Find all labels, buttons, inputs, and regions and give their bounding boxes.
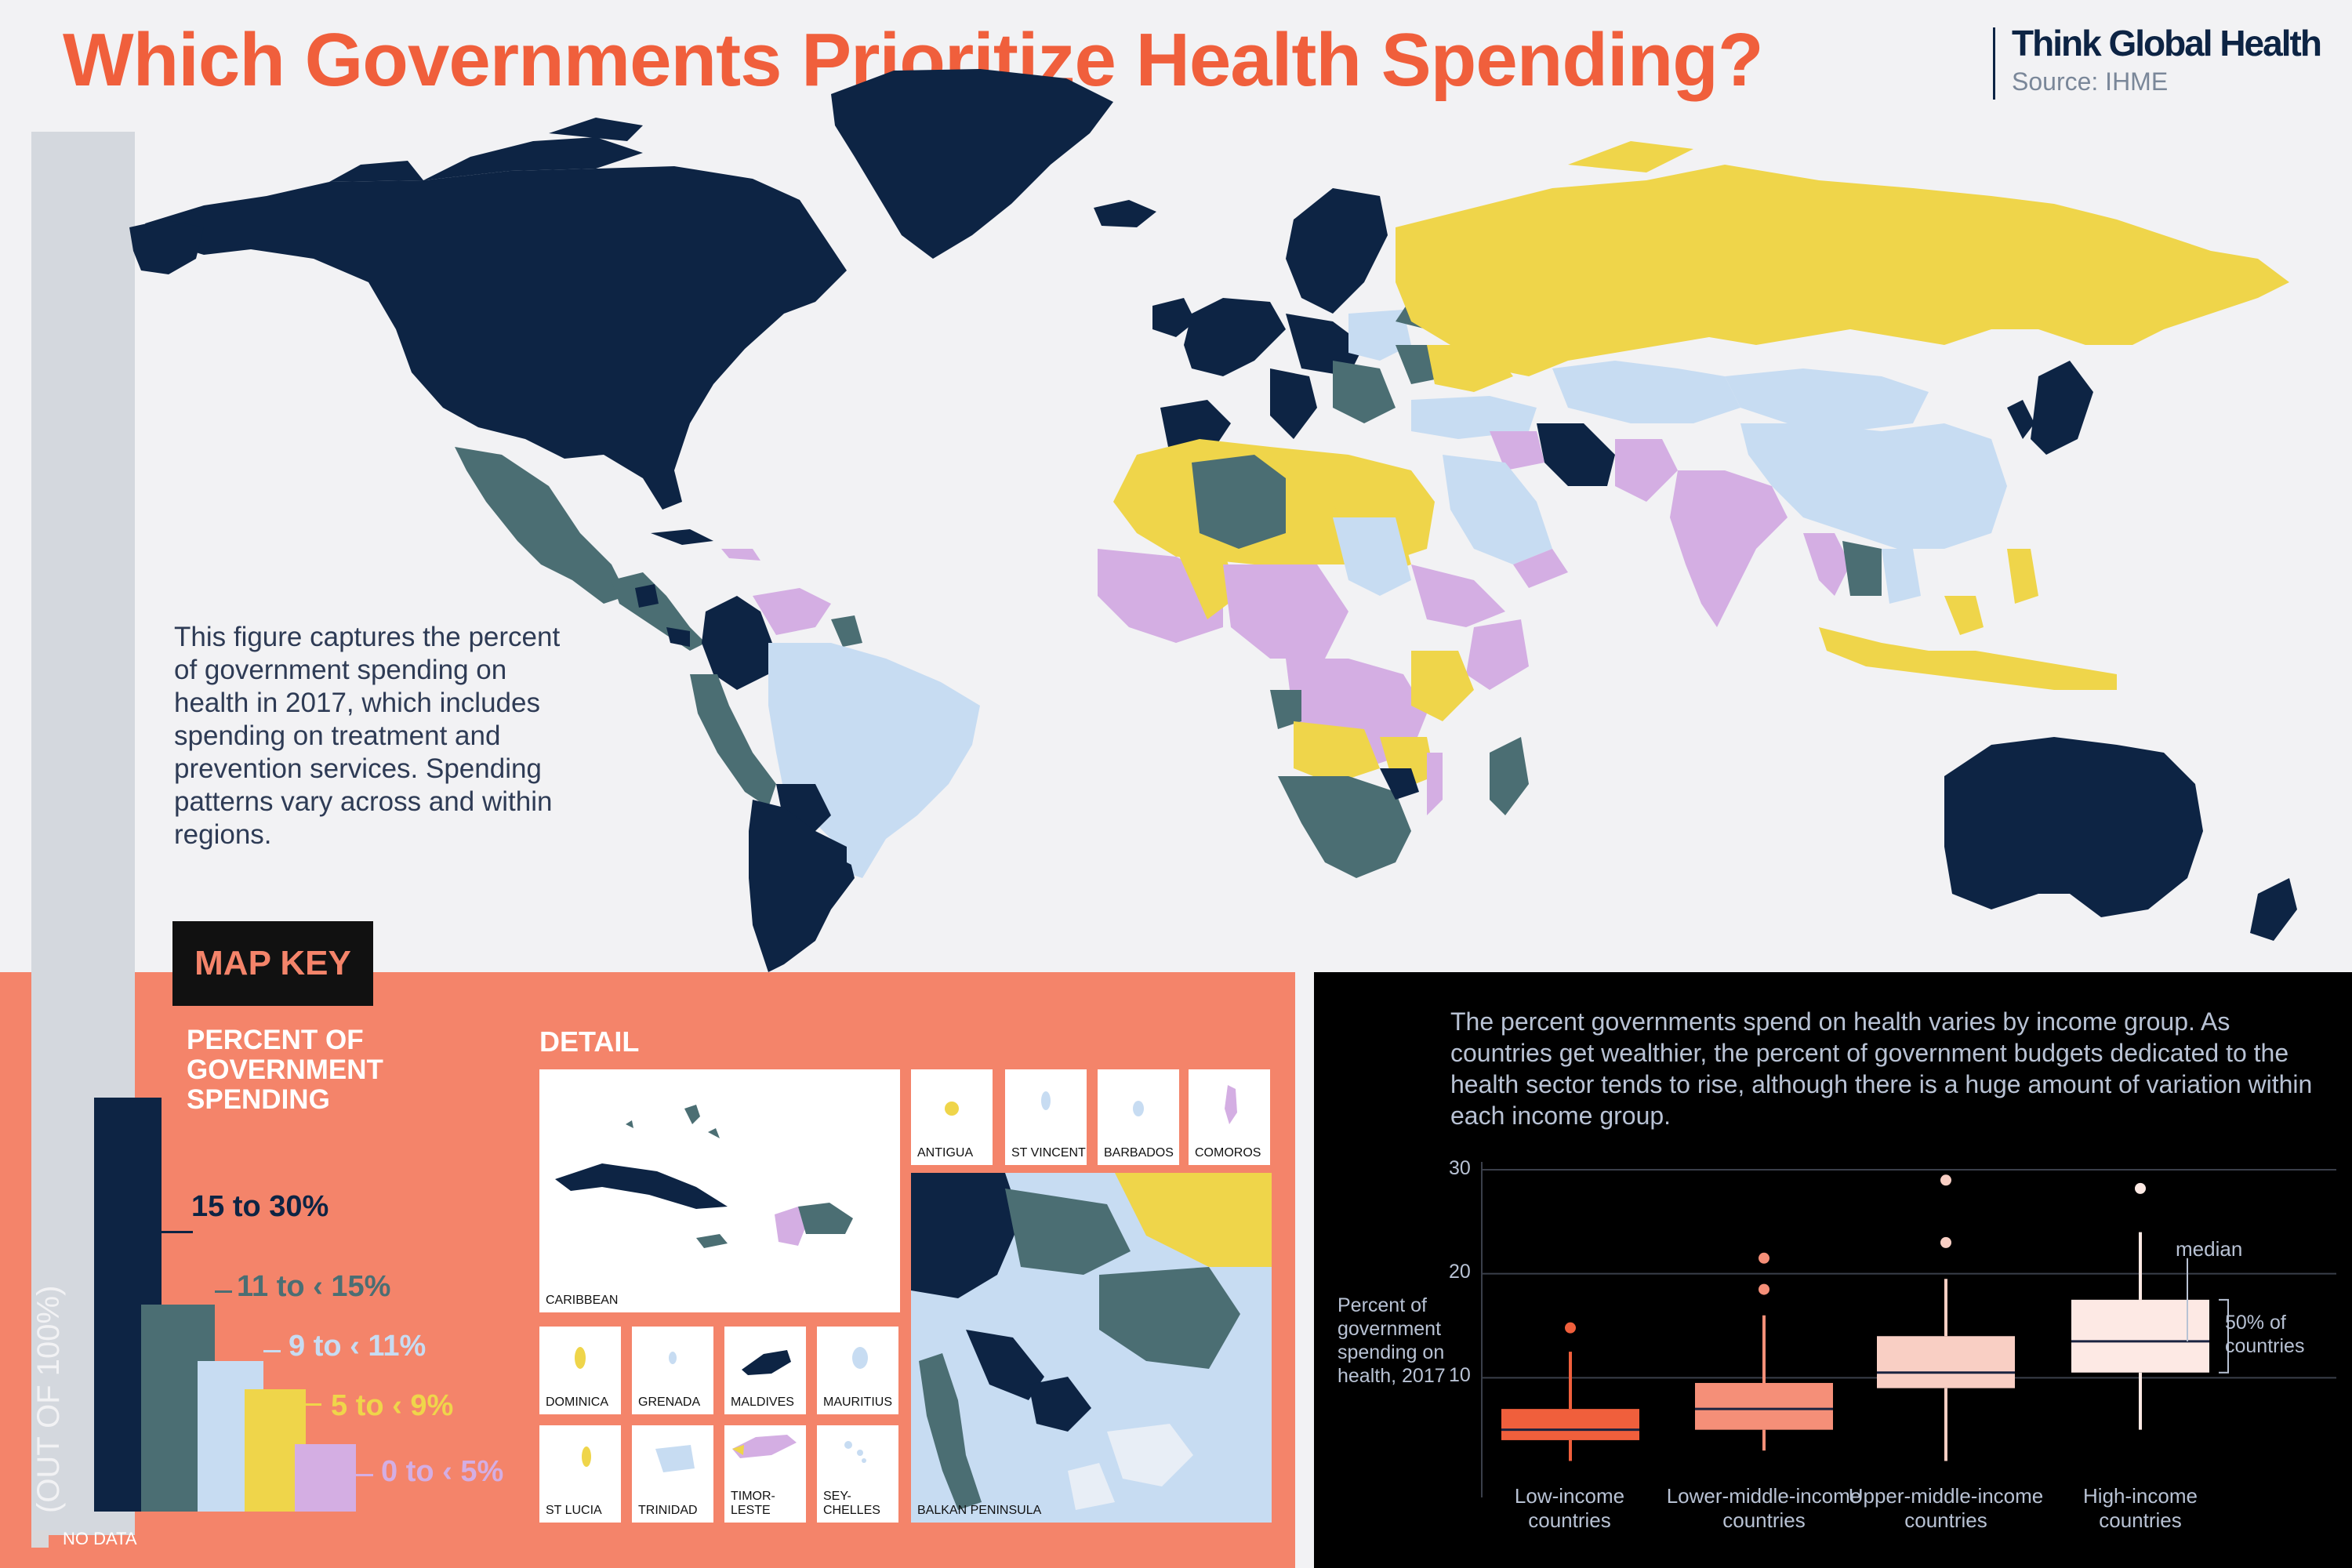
y-tick-10: 10 bbox=[1449, 1364, 1471, 1386]
scale-label: (OUT OF 100%) bbox=[31, 1285, 66, 1513]
category-label-0: Low-income countries bbox=[1514, 1484, 1625, 1532]
legend-label-0-5: 0 to ‹ 5% bbox=[381, 1455, 504, 1488]
inset-caribbean-map bbox=[555, 1105, 853, 1248]
category-label-2: Upper-middle-income countries bbox=[1848, 1484, 2044, 1532]
inset-label-antigua: ANTIGUA bbox=[917, 1146, 974, 1160]
y-tick-30: 30 bbox=[1449, 1157, 1471, 1179]
country-north-america bbox=[145, 166, 847, 510]
inset-barbados: BARBADOS bbox=[1098, 1069, 1179, 1165]
category-label-1: Lower-middle-income countries bbox=[1666, 1484, 1862, 1532]
inset-label-balkan: BALKAN PENINSULA bbox=[917, 1504, 1042, 1517]
legend-connector-9-11 bbox=[263, 1350, 281, 1352]
inset-label-comoros: COMOROS bbox=[1195, 1146, 1261, 1160]
outlier-3-0 bbox=[2135, 1182, 2146, 1194]
outlier-1-1 bbox=[1759, 1252, 1769, 1264]
y-tick-20: 20 bbox=[1449, 1261, 1471, 1283]
inset-comoros: COMOROS bbox=[1189, 1069, 1270, 1165]
inset-balkan: BALKAN PENINSULA bbox=[911, 1173, 1272, 1523]
detail-title: DETAIL bbox=[539, 1025, 640, 1058]
inset-label-st-lucia: ST LUCIA bbox=[546, 1504, 602, 1517]
country-mexico bbox=[455, 447, 627, 604]
brand-divider bbox=[1993, 27, 1995, 100]
country-australia bbox=[1944, 737, 2203, 917]
intro-text: This figure captures the percent of gove… bbox=[174, 622, 561, 850]
inset-label-grenada: GRENADA bbox=[638, 1396, 701, 1409]
chart-y-axis-label: Percent of government spending on health… bbox=[1338, 1294, 1446, 1387]
legend-connector-0-5 bbox=[356, 1474, 373, 1476]
source-credit: Source: IHME bbox=[2012, 67, 2169, 96]
legend-label-5-9: 5 to ‹ 9% bbox=[331, 1389, 454, 1422]
legend-connector-5-9 bbox=[306, 1403, 321, 1406]
inset-balkan-map bbox=[911, 1173, 1272, 1523]
inset-mauritius: MAURITIUS bbox=[817, 1327, 898, 1414]
no-data-swatch bbox=[31, 1530, 49, 1548]
legend-label-9-11: 9 to ‹ 11% bbox=[289, 1330, 426, 1363]
country-colombia bbox=[702, 596, 772, 690]
legend-connector-15-30 bbox=[162, 1231, 193, 1233]
inset-antigua: ANTIGUA bbox=[911, 1069, 993, 1165]
country-argentina bbox=[749, 800, 855, 972]
median-annotation: median bbox=[2176, 1237, 2243, 1261]
outlier-2-1 bbox=[1940, 1174, 1951, 1186]
income-chart-panel bbox=[1314, 972, 2352, 1568]
country-russia bbox=[1396, 165, 2289, 376]
brand-logo: Think Global Health bbox=[2012, 23, 2322, 64]
box-3 bbox=[2071, 1299, 2209, 1373]
outlier-2-0 bbox=[1940, 1236, 1951, 1248]
inset-label-mauritius: MAURITIUS bbox=[823, 1396, 892, 1409]
box-2 bbox=[1877, 1336, 2015, 1388]
inset-label-maldives: MALDIVES bbox=[731, 1396, 794, 1409]
inset-label-seychelles: SEY-CHELLES bbox=[823, 1490, 880, 1517]
country-china bbox=[1740, 423, 2007, 549]
inset-label-barbados: BARBADOS bbox=[1104, 1146, 1174, 1160]
map-key-title: MAP KEY bbox=[172, 921, 373, 1006]
iqr-bracket bbox=[2219, 1298, 2229, 1374]
inset-label-caribbean: CARIBBEAN bbox=[546, 1294, 619, 1307]
map-key-subtitle: PERCENT OF GOVERNMENT SPENDING bbox=[187, 1025, 383, 1115]
inset-trinidad: TRINIDAD bbox=[632, 1425, 713, 1523]
inset-grenada: GRENADA bbox=[632, 1327, 713, 1414]
legend-bar-0-5 bbox=[295, 1444, 356, 1512]
country-india bbox=[1670, 470, 1788, 627]
box-1 bbox=[1695, 1382, 1833, 1430]
legend-label-11-15: 11 to ‹ 15% bbox=[237, 1270, 391, 1303]
inset-timor-leste: TIMOR-LESTE bbox=[724, 1425, 806, 1523]
iqr-annotation: 50% of countries bbox=[2225, 1312, 2305, 1357]
inset-label-dominica: DOMINICA bbox=[546, 1396, 608, 1409]
inset-seychelles: SEY-CHELLES bbox=[817, 1425, 898, 1523]
inset-label-trinidad: TRINIDAD bbox=[638, 1504, 698, 1517]
world-map bbox=[129, 69, 2297, 972]
country-western-europe bbox=[1184, 298, 1286, 376]
country-indonesia bbox=[1819, 627, 2117, 690]
category-label-3: High-income countries bbox=[2083, 1484, 2198, 1532]
inset-maldives: MALDIVES bbox=[724, 1327, 806, 1414]
inset-label-st-vincent: ST VINCENT bbox=[1011, 1146, 1086, 1160]
inset-st-lucia: ST LUCIA bbox=[539, 1425, 621, 1523]
legend-label-15-30: 15 to 30% bbox=[191, 1190, 329, 1223]
inset-st-vincent: ST VINCENT bbox=[1005, 1069, 1087, 1165]
inset-label-timor-leste: TIMOR-LESTE bbox=[731, 1490, 775, 1517]
outlier-0-0 bbox=[1565, 1322, 1576, 1334]
inset-caribbean: CARIBBEAN bbox=[539, 1069, 900, 1312]
legend-connector-11-15 bbox=[215, 1290, 232, 1293]
country-iran bbox=[1537, 423, 1615, 486]
box-0 bbox=[1501, 1409, 1639, 1440]
no-data-label: NO DATA bbox=[63, 1529, 137, 1548]
income-boxplot bbox=[1481, 1162, 2336, 1497]
outlier-1-0 bbox=[1759, 1283, 1769, 1295]
income-chart-description: The percent governments spend on health … bbox=[1450, 1007, 2313, 1130]
inset-dominica: DOMINICA bbox=[539, 1327, 621, 1414]
country-greenland bbox=[831, 69, 1113, 259]
